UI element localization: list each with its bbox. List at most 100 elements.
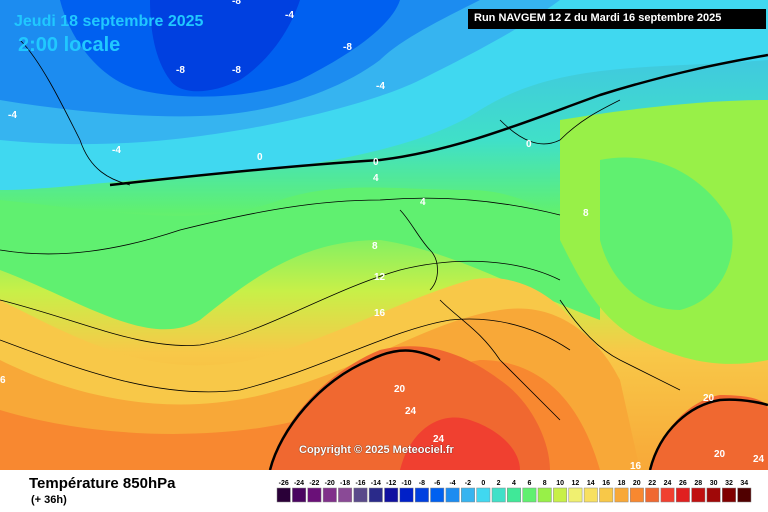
- legend-swatch: [353, 487, 368, 503]
- legend-swatch: [599, 487, 614, 503]
- legend-tick-label: 22: [648, 480, 656, 487]
- legend-tick-label: 8: [543, 480, 547, 487]
- legend-footer: Température 850hPa (+ 36h) -26 -24 -22 -20-…: [0, 470, 768, 512]
- contour-label: 0: [526, 139, 532, 150]
- legend-swatch: [476, 487, 491, 503]
- contour-label: -8: [232, 65, 241, 76]
- zone-hot-east: [650, 395, 768, 470]
- color-scale: -26 -24 -22 -20 -18 -16 -14 -12 -10 -8 -6 -4 -2 0 2 4 6 8…: [276, 480, 752, 503]
- legend-tick-label: 30: [710, 480, 718, 487]
- contour-4: [0, 197, 561, 255]
- legend-swatch: [537, 487, 552, 503]
- zone-green: [0, 187, 600, 330]
- contour-0: [109, 53, 768, 187]
- legend-swatch: [461, 487, 475, 503]
- contour-label: 20: [714, 449, 726, 460]
- contour-label: 0: [373, 157, 379, 168]
- legend-tick-label: 4: [512, 480, 516, 487]
- legend-tick-label: 20: [633, 480, 641, 487]
- legend-swatch: [414, 487, 429, 503]
- legend-tick-label: 24: [664, 480, 672, 487]
- legend-swatch: [706, 487, 721, 503]
- legend-swatch: [292, 487, 307, 503]
- contour-label: 4: [420, 197, 426, 208]
- contour-label: 20: [703, 393, 715, 404]
- coast-scandinavia: [499, 99, 621, 145]
- contour-label: -8: [176, 65, 185, 76]
- copyright: Copyright © 2025 Meteociel.fr: [299, 444, 454, 456]
- contour-label: 8: [583, 208, 589, 219]
- legend-swatch: [737, 487, 752, 503]
- legend-swatch: [722, 487, 736, 503]
- legend-tick-label: 10: [556, 480, 564, 487]
- legend-tick-label: 6: [527, 480, 531, 487]
- legend-swatch: [445, 487, 460, 503]
- legend-swatch: [583, 487, 598, 503]
- legend-tick-label: -22: [309, 480, 319, 487]
- contour-labels: -8 -8 -8 -8 -4 -4 -4 -4 0 0 0 4 4 8 8 12…: [0, 0, 765, 470]
- legend-tick-label: -26: [279, 480, 289, 487]
- coast-france-iberia: [439, 299, 561, 421]
- legend-tick-label: -8: [419, 480, 425, 487]
- run-info: Run NAVGEM 12 Z du Mardi 16 septembre 20…: [474, 12, 722, 24]
- legend-tick-label: -14: [371, 480, 381, 487]
- contour-label: -4: [8, 110, 17, 121]
- forecast-offset: (+ 36h): [31, 494, 67, 506]
- forecast-time: 2:00 locale: [18, 34, 121, 56]
- coast-italy: [559, 299, 681, 391]
- contour-label: -8: [343, 42, 352, 53]
- contour-20: [268, 349, 441, 470]
- legend-tick-label: -6: [434, 480, 440, 487]
- legend-tick-label: -10: [401, 480, 411, 487]
- contour-16: [0, 318, 571, 393]
- legend-tick-label: 26: [679, 480, 687, 487]
- contour-label: 24: [433, 434, 445, 445]
- legend-swatch: [629, 487, 644, 503]
- contour-label: 24: [405, 406, 417, 417]
- legend-swatch: [691, 487, 706, 503]
- legend-tick-label: 32: [725, 480, 733, 487]
- contour-label: 0: [257, 152, 263, 163]
- map-title: Température 850hPa: [29, 475, 176, 492]
- contour-label: -4: [285, 10, 294, 21]
- legend-swatch: [430, 487, 445, 503]
- contour-label: 12: [374, 272, 386, 283]
- legend-swatch: [507, 487, 521, 503]
- zone-europe-green-2: [600, 157, 733, 310]
- legend-swatch: [522, 487, 537, 503]
- contour-label: -4: [376, 81, 385, 92]
- contour-label: 16: [374, 308, 386, 319]
- legend-swatch: [553, 487, 568, 503]
- legend-tick-label: -4: [449, 480, 455, 487]
- contour-20-east: [648, 398, 768, 470]
- coast-greenland: [19, 39, 131, 186]
- legend-swatch: [322, 487, 337, 503]
- legend-tick-label: -12: [386, 480, 396, 487]
- legend-swatch: [399, 487, 414, 503]
- contour-label: 16: [630, 461, 642, 470]
- legend-tick-label: 16: [602, 480, 610, 487]
- forecast-date: Jeudi 18 septembre 2025: [14, 13, 204, 30]
- temperature-map: -8 -8 -8 -8 -4 -4 -4 -4 0 0 0 4 4 8 8 12…: [0, 0, 768, 470]
- legend-swatch: [614, 487, 629, 503]
- legend-swatch: [660, 487, 675, 503]
- contour-label: 20: [394, 384, 406, 395]
- legend-swatch: [307, 487, 322, 503]
- legend-tick-label: -16: [355, 480, 365, 487]
- legend-tick-label: -20: [325, 480, 335, 487]
- zone-hot-core: [400, 417, 520, 470]
- legend-tick-label: 12: [572, 480, 580, 487]
- contour-label: 4: [373, 173, 379, 184]
- legend-tick-label: 18: [618, 480, 626, 487]
- legend-tick-label: 2: [497, 480, 501, 487]
- legend-tick-label: 28: [694, 480, 702, 487]
- legend-tick-label: -24: [294, 480, 304, 487]
- contour-label: -4: [112, 145, 121, 156]
- legend-swatch: [568, 487, 583, 503]
- legend-tick-label: 0: [481, 480, 485, 487]
- legend-tick-label: 34: [740, 480, 748, 487]
- coast-uk: [399, 209, 438, 291]
- legend-swatch: [384, 487, 399, 503]
- legend-tick-label: -2: [465, 480, 471, 487]
